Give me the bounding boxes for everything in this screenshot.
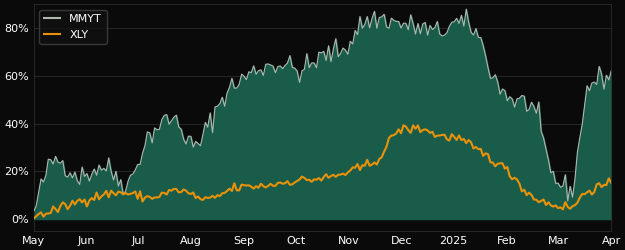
Legend: MMYT, XLY: MMYT, XLY	[39, 10, 106, 44]
